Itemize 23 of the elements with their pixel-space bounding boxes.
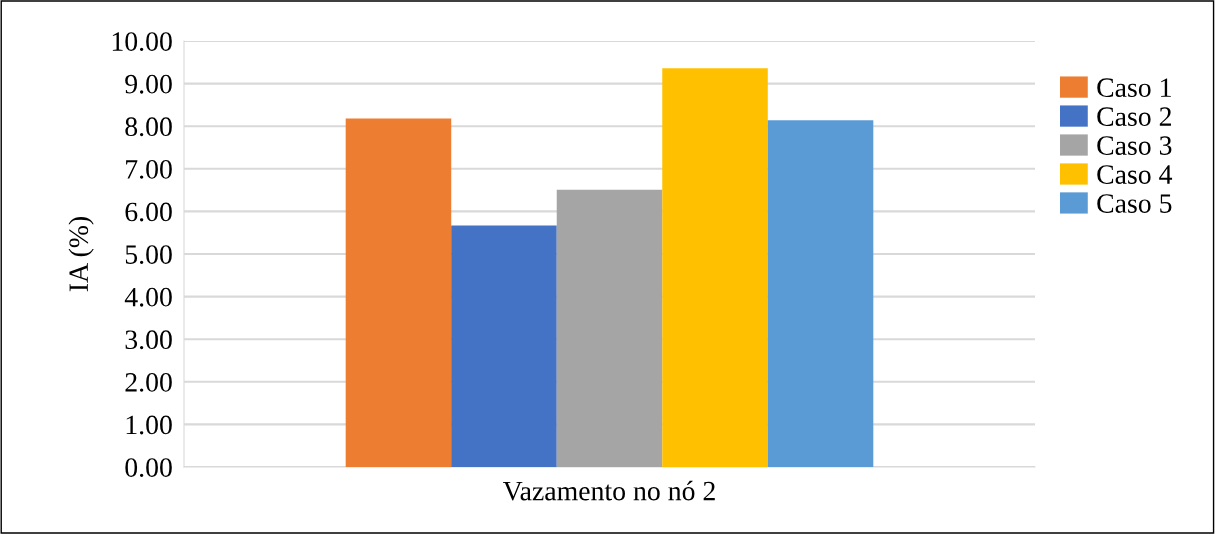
y-tick-label: 7.00	[126, 159, 172, 179]
bar	[767, 120, 874, 467]
y-axis-title: IA (%)	[68, 217, 94, 292]
y-tick-label: 8.00	[125, 117, 172, 137]
y-tick-label: 4.00	[124, 287, 172, 307]
bar	[556, 189, 663, 467]
y-tick-label: 6.00	[125, 202, 172, 222]
y-tick-label: 0.00	[125, 458, 172, 478]
legend-label: Caso 2	[1097, 107, 1171, 126]
legend-label: Caso 5	[1097, 194, 1172, 213]
y-tick-label: 3.00	[125, 330, 172, 350]
y-tick-label: 9.00	[125, 74, 172, 94]
y-tick-label: 5.00	[125, 245, 172, 265]
bar	[662, 68, 768, 467]
legend-label: Caso 1	[1097, 78, 1171, 98]
legend-label: Caso 3	[1097, 136, 1172, 155]
x-tick-label: Vazamento no nó 2	[502, 480, 715, 501]
legend-label: Caso 4	[1097, 165, 1173, 184]
bar	[451, 225, 557, 467]
y-tick-label: 10.00	[112, 32, 172, 52]
y-tick-label: 2.00	[125, 372, 172, 392]
y-tick-label: 1.00	[126, 415, 172, 435]
bar	[345, 118, 452, 467]
